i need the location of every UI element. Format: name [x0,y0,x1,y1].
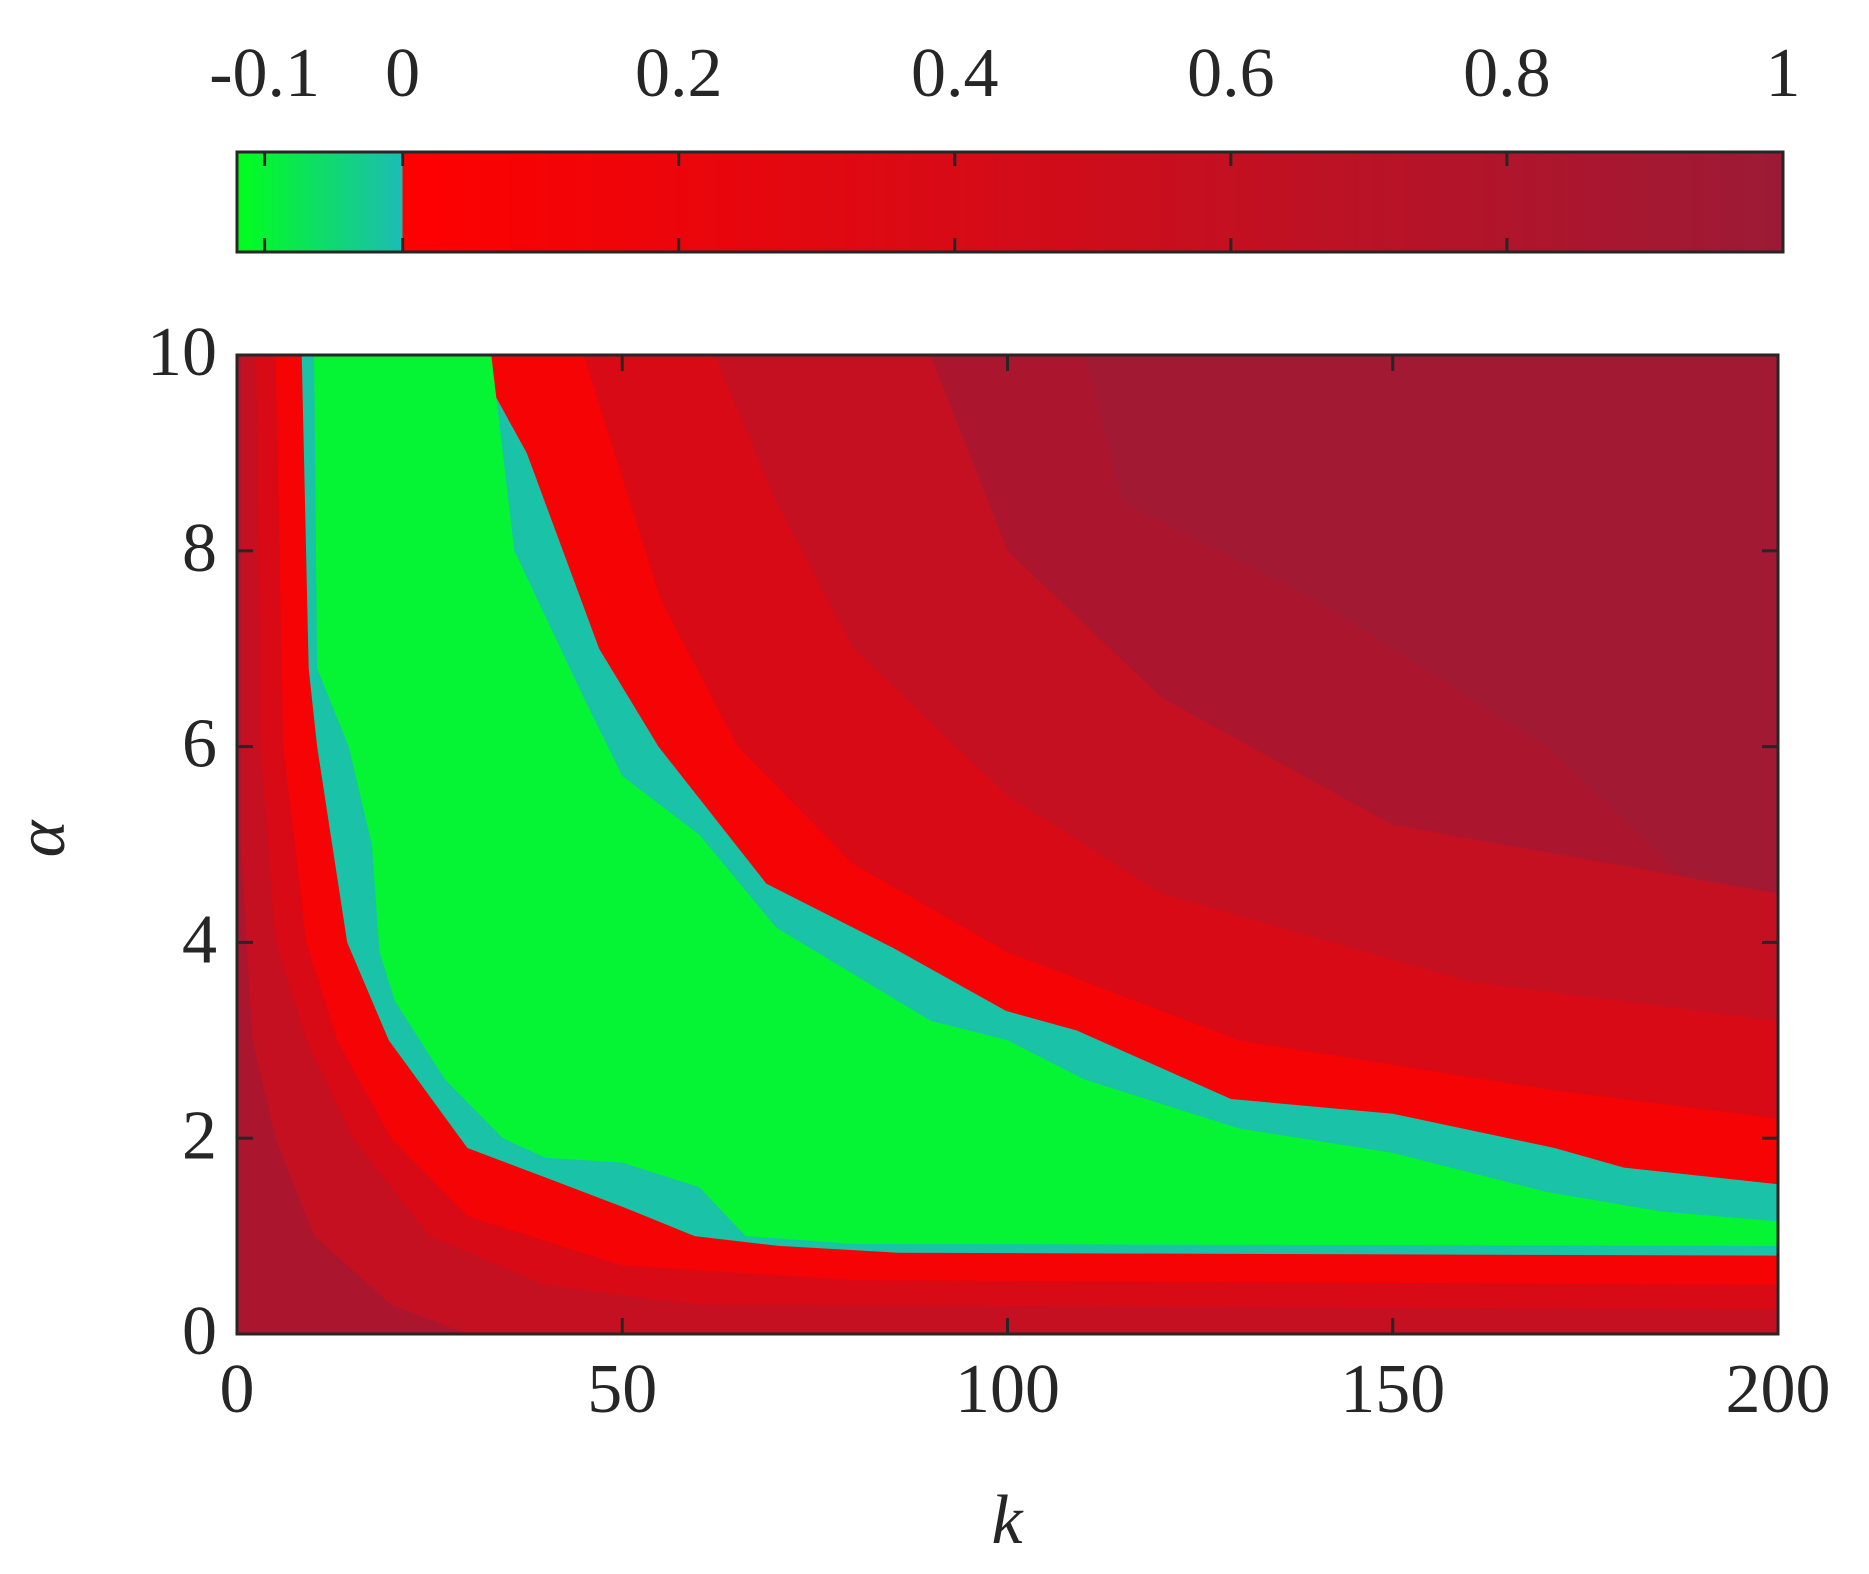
x-tick-label: 0 [220,1351,255,1428]
x-tick-label: 200 [1726,1351,1831,1428]
contour-region [314,355,1778,1246]
y-tick-label: 4 [182,901,217,978]
y-tick-label: 2 [182,1097,217,1174]
colorbar-tick-label: 1 [1766,35,1801,112]
y-tick-label: 10 [147,314,217,391]
colorbar [237,152,1783,252]
colorbar-tick-label: 0.6 [1187,35,1275,112]
y-tick-label: 8 [182,510,217,587]
x-axis-label: k [991,1482,1024,1559]
x-tick-label: 100 [955,1351,1060,1428]
colorbar-tick-label: 0 [385,35,420,112]
y-tick-label: 0 [182,1293,217,1370]
colorbar-tick-label: -0.1 [209,35,320,112]
colorbar-tick-label: 0.8 [1463,35,1551,112]
y-axis-label: α [3,819,80,857]
contour-region [1084,355,1778,914]
x-tick-label: 150 [1340,1351,1445,1428]
colorbar-frame [235,150,1785,254]
y-tick-label: 6 [182,706,217,783]
x-tick-label: 50 [587,1351,657,1428]
colorbar-tick-label: 0.4 [911,35,999,112]
plot-area [237,355,1779,1334]
colorbar-tick-label: 0.2 [635,35,723,112]
